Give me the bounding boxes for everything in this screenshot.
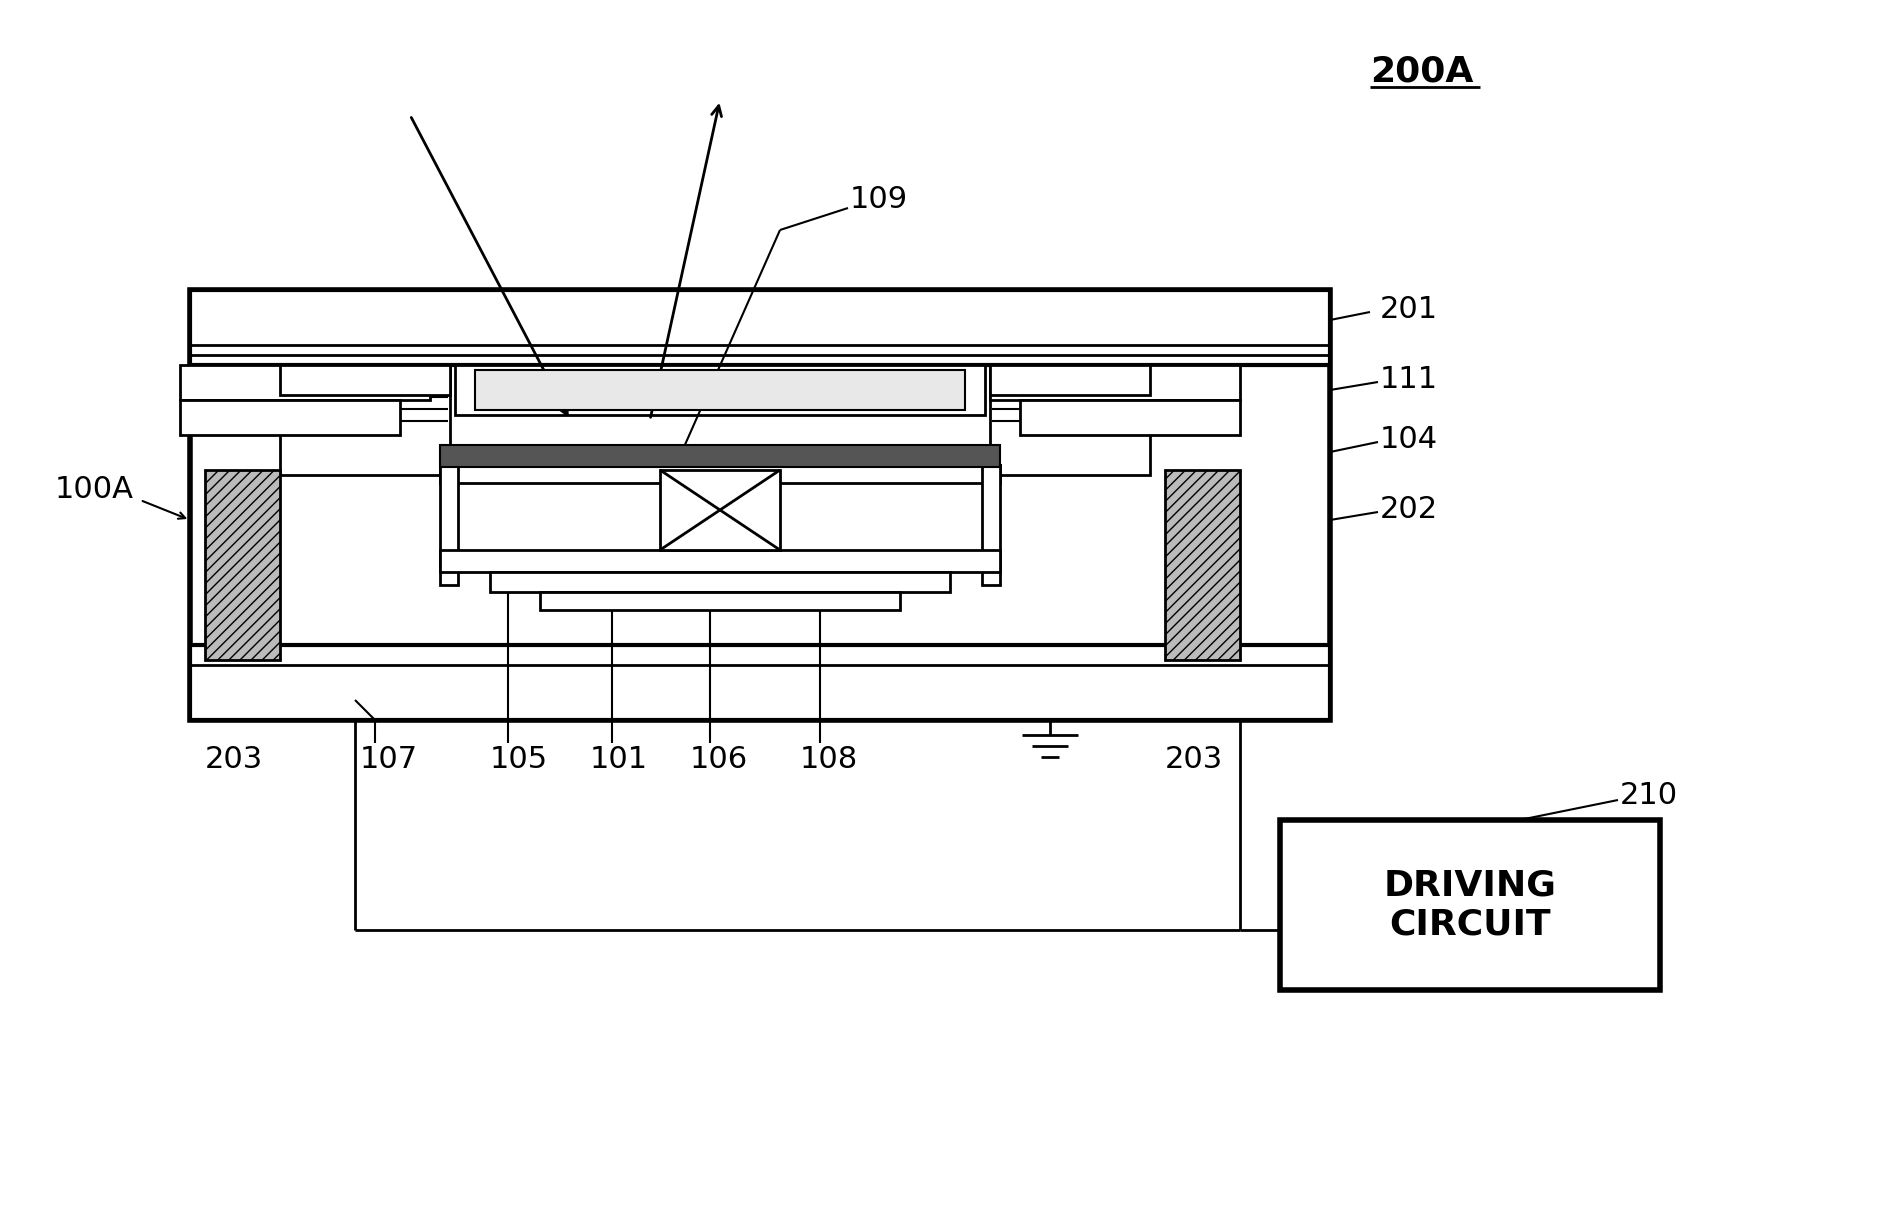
Bar	[539, 592, 899, 611]
Bar	[454, 365, 986, 415]
Text: 203: 203	[205, 745, 264, 774]
Bar	[990, 365, 1150, 395]
Bar	[1020, 400, 1240, 435]
Bar	[990, 365, 1150, 475]
Text: 201: 201	[1380, 295, 1438, 324]
Text: 111: 111	[1380, 365, 1438, 394]
Bar	[490, 572, 950, 592]
Bar	[179, 400, 400, 435]
Text: 200A: 200A	[1370, 54, 1474, 89]
Text: 104: 104	[1380, 426, 1438, 455]
Text: 100A: 100A	[55, 475, 134, 504]
Text: 105: 105	[490, 745, 549, 774]
Text: 106: 106	[690, 745, 748, 774]
Text: 202: 202	[1380, 496, 1438, 525]
Bar	[281, 365, 451, 475]
Bar	[1280, 820, 1661, 990]
Text: 101: 101	[590, 745, 648, 774]
Bar	[190, 644, 1331, 721]
Text: 203: 203	[1165, 745, 1223, 774]
Bar	[439, 465, 1001, 484]
Bar	[475, 370, 965, 410]
Bar	[1165, 470, 1240, 660]
Text: 210: 210	[1619, 781, 1678, 810]
Bar	[982, 465, 1001, 585]
Text: DRIVING
CIRCUIT: DRIVING CIRCUIT	[1384, 868, 1557, 942]
Bar	[190, 290, 1331, 365]
Bar	[439, 465, 458, 585]
Bar	[179, 365, 430, 400]
Text: 108: 108	[799, 745, 858, 774]
Bar	[190, 290, 1331, 721]
Bar	[990, 365, 1240, 400]
Text: 107: 107	[360, 745, 418, 774]
Bar	[281, 365, 451, 395]
Bar	[205, 470, 281, 660]
Text: 109: 109	[850, 185, 909, 214]
Bar	[660, 470, 780, 550]
Bar	[439, 445, 1001, 467]
Bar	[439, 550, 1001, 572]
